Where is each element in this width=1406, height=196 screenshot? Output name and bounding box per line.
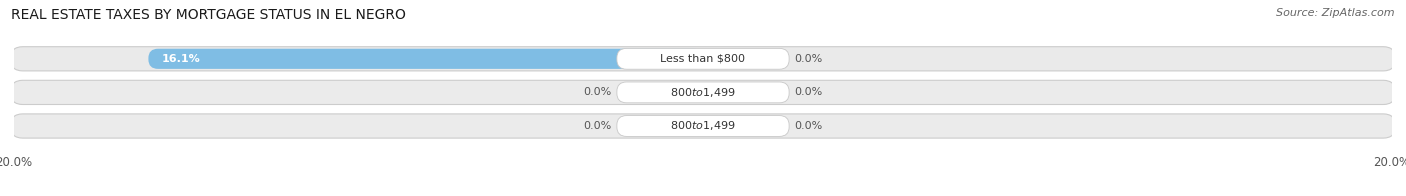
Text: REAL ESTATE TAXES BY MORTGAGE STATUS IN EL NEGRO: REAL ESTATE TAXES BY MORTGAGE STATUS IN … — [11, 8, 406, 22]
Text: $800 to $1,499: $800 to $1,499 — [671, 86, 735, 99]
FancyBboxPatch shape — [149, 49, 703, 69]
Text: 16.1%: 16.1% — [162, 54, 201, 64]
Text: Less than $800: Less than $800 — [661, 54, 745, 64]
FancyBboxPatch shape — [617, 82, 789, 103]
Text: 0.0%: 0.0% — [794, 87, 823, 97]
Text: 0.0%: 0.0% — [583, 121, 612, 131]
Text: 0.0%: 0.0% — [794, 54, 823, 64]
Text: $800 to $1,499: $800 to $1,499 — [671, 120, 735, 132]
FancyBboxPatch shape — [11, 114, 1395, 138]
FancyBboxPatch shape — [11, 47, 1395, 71]
Text: 0.0%: 0.0% — [794, 121, 823, 131]
FancyBboxPatch shape — [617, 48, 789, 69]
Text: 0.0%: 0.0% — [583, 87, 612, 97]
FancyBboxPatch shape — [11, 80, 1395, 104]
Text: Source: ZipAtlas.com: Source: ZipAtlas.com — [1277, 8, 1395, 18]
FancyBboxPatch shape — [617, 116, 789, 136]
